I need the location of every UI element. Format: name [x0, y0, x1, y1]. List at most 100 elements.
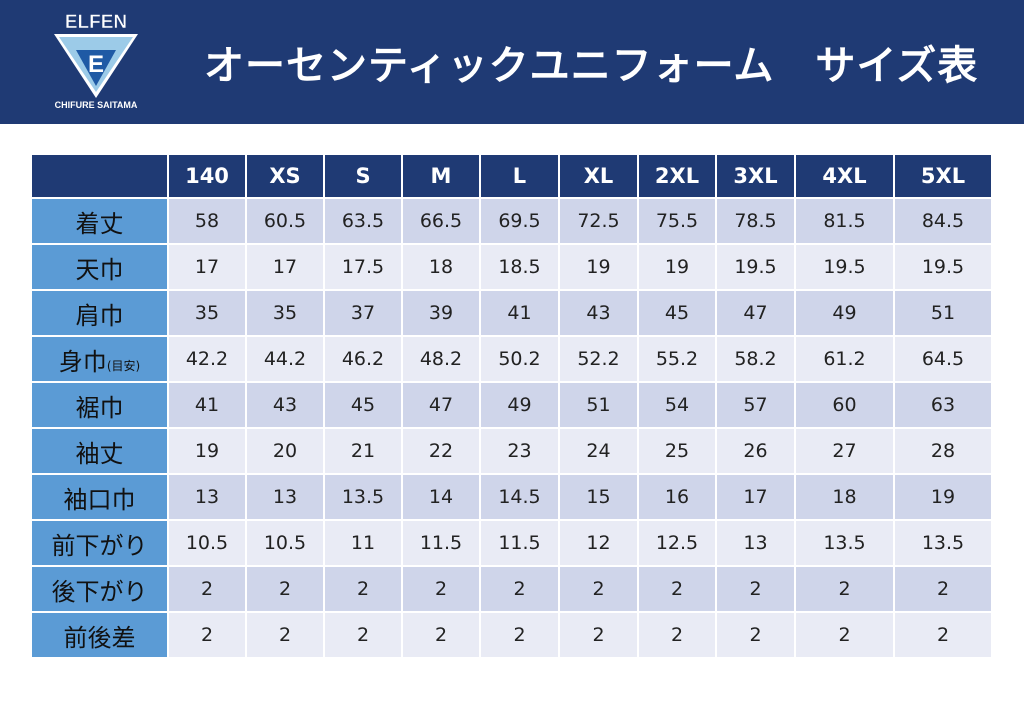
row-label: 天巾 — [32, 245, 169, 291]
table-cell: 22 — [403, 429, 481, 475]
table-cell: 49 — [481, 383, 560, 429]
table-cell: 55.2 — [639, 337, 717, 383]
table-cell: 2 — [325, 567, 403, 613]
table-cell: 47 — [717, 291, 796, 337]
table-cell: 58.2 — [717, 337, 796, 383]
table-cell: 44.2 — [247, 337, 325, 383]
table-cell: 14.5 — [481, 475, 560, 521]
size-table: 140 XS S M L XL 2XL 3XL 4XL 5XL 着丈 58 60.5… — [32, 155, 993, 659]
table-cell: 2 — [796, 613, 895, 659]
row-label-text: 天巾 — [75, 255, 124, 284]
row-label-text: 身巾 — [58, 347, 107, 376]
table-cell: 2 — [325, 613, 403, 659]
table-row: 天巾 17 17 17.5 18 18.5 19 19 19.5 19.5 19.5 — [32, 245, 993, 291]
table-cell: 12 — [560, 521, 639, 567]
table-cell: 2 — [481, 613, 560, 659]
table-cell: 84.5 — [895, 199, 993, 245]
row-label: 前下がり — [32, 521, 169, 567]
table-cell: 2 — [717, 613, 796, 659]
table-cell: 28 — [895, 429, 993, 475]
table-cell: 11 — [325, 521, 403, 567]
row-label-note: (目安) — [106, 358, 141, 373]
logo-shield-dark — [76, 50, 116, 86]
table-cell: 2 — [247, 613, 325, 659]
table-cell: 39 — [403, 291, 481, 337]
table-cell: 26 — [717, 429, 796, 475]
table-cell: 63.5 — [325, 199, 403, 245]
table-cell: 2 — [560, 567, 639, 613]
table-cell: 2 — [560, 613, 639, 659]
size-header-m: M — [403, 155, 481, 199]
size-header-3xl: 3XL — [717, 155, 796, 199]
table-cell: 13 — [169, 475, 247, 521]
logo-letter: E — [88, 51, 104, 78]
size-header-xl: XL — [560, 155, 639, 199]
table-cell: 2 — [639, 567, 717, 613]
table-cell: 41 — [481, 291, 560, 337]
table-row: 前下がり 10.5 10.5 11 11.5 11.5 12 12.5 13 13.5 13.5 — [32, 521, 993, 567]
size-header-140: 140 — [169, 155, 247, 199]
table-cell: 19.5 — [895, 245, 993, 291]
table-row: 身巾(目安) 42.2 44.2 46.2 48.2 50.2 52.2 55.2 58.2 61… — [32, 337, 993, 383]
table-cell: 51 — [895, 291, 993, 337]
row-label-text: 後下がり — [51, 577, 148, 606]
size-header-s: S — [325, 155, 403, 199]
table-cell: 47 — [403, 383, 481, 429]
table-cell: 18 — [403, 245, 481, 291]
size-header-l: L — [481, 155, 560, 199]
table-cell: 43 — [560, 291, 639, 337]
table-cell: 51 — [560, 383, 639, 429]
elfen-logo: ELFEN E CHIFURE SAITAMA — [54, 12, 138, 110]
table-cell: 49 — [796, 291, 895, 337]
row-label: 前後差 — [32, 613, 169, 659]
table-cell: 21 — [325, 429, 403, 475]
table-cell: 2 — [403, 613, 481, 659]
row-label: 肩巾 — [32, 291, 169, 337]
table-cell: 2 — [403, 567, 481, 613]
table-cell: 66.5 — [403, 199, 481, 245]
table-cell: 2 — [169, 567, 247, 613]
table-cell: 2 — [895, 567, 993, 613]
table-cell: 63 — [895, 383, 993, 429]
row-label: 着丈 — [32, 199, 169, 245]
table-cell: 17 — [717, 475, 796, 521]
table-cell: 13 — [247, 475, 325, 521]
table-row: 後下がり 2 2 2 2 2 2 2 2 2 2 — [32, 567, 993, 613]
table-cell: 27 — [796, 429, 895, 475]
header-row: 140 XS S M L XL 2XL 3XL 4XL 5XL — [32, 155, 993, 199]
table-cell: 12.5 — [639, 521, 717, 567]
table-row: 着丈 58 60.5 63.5 66.5 69.5 72.5 75.5 78.5 81.5 84.5 — [32, 199, 993, 245]
page-title: オーセンティックユニフォーム サイズ表 — [204, 43, 979, 89]
table-cell: 14 — [403, 475, 481, 521]
table-cell: 20 — [247, 429, 325, 475]
table-cell: 60 — [796, 383, 895, 429]
table-cell: 2 — [796, 567, 895, 613]
table-cell: 35 — [169, 291, 247, 337]
table-cell: 45 — [639, 291, 717, 337]
table-row: 肩巾 35 35 37 39 41 43 45 47 49 51 — [32, 291, 993, 337]
table-cell: 57 — [717, 383, 796, 429]
table-cell: 72.5 — [560, 199, 639, 245]
table-cell: 2 — [481, 567, 560, 613]
row-label-text: 肩巾 — [75, 301, 124, 330]
table-cell: 35 — [247, 291, 325, 337]
table-cell: 16 — [639, 475, 717, 521]
size-header-xs: XS — [247, 155, 325, 199]
table-row: 袖口巾 13 13 13.5 14 14.5 15 16 17 18 19 — [32, 475, 993, 521]
table-cell: 58 — [169, 199, 247, 245]
table-cell: 46.2 — [325, 337, 403, 383]
table-cell: 25 — [639, 429, 717, 475]
table-body: 着丈 58 60.5 63.5 66.5 69.5 72.5 75.5 78.5 81.5 84.5… — [32, 199, 993, 659]
table-cell: 19.5 — [796, 245, 895, 291]
table-cell: 19.5 — [717, 245, 796, 291]
table-cell: 37 — [325, 291, 403, 337]
table-cell: 45 — [325, 383, 403, 429]
table-cell: 60.5 — [247, 199, 325, 245]
table-cell: 78.5 — [717, 199, 796, 245]
table-cell: 52.2 — [560, 337, 639, 383]
row-label-text: 前後差 — [63, 623, 136, 652]
table-cell: 43 — [247, 383, 325, 429]
table-row: 袖丈 19 20 21 22 23 24 25 26 27 28 — [32, 429, 993, 475]
table-cell: 18 — [796, 475, 895, 521]
row-label-text: 着丈 — [75, 209, 124, 238]
